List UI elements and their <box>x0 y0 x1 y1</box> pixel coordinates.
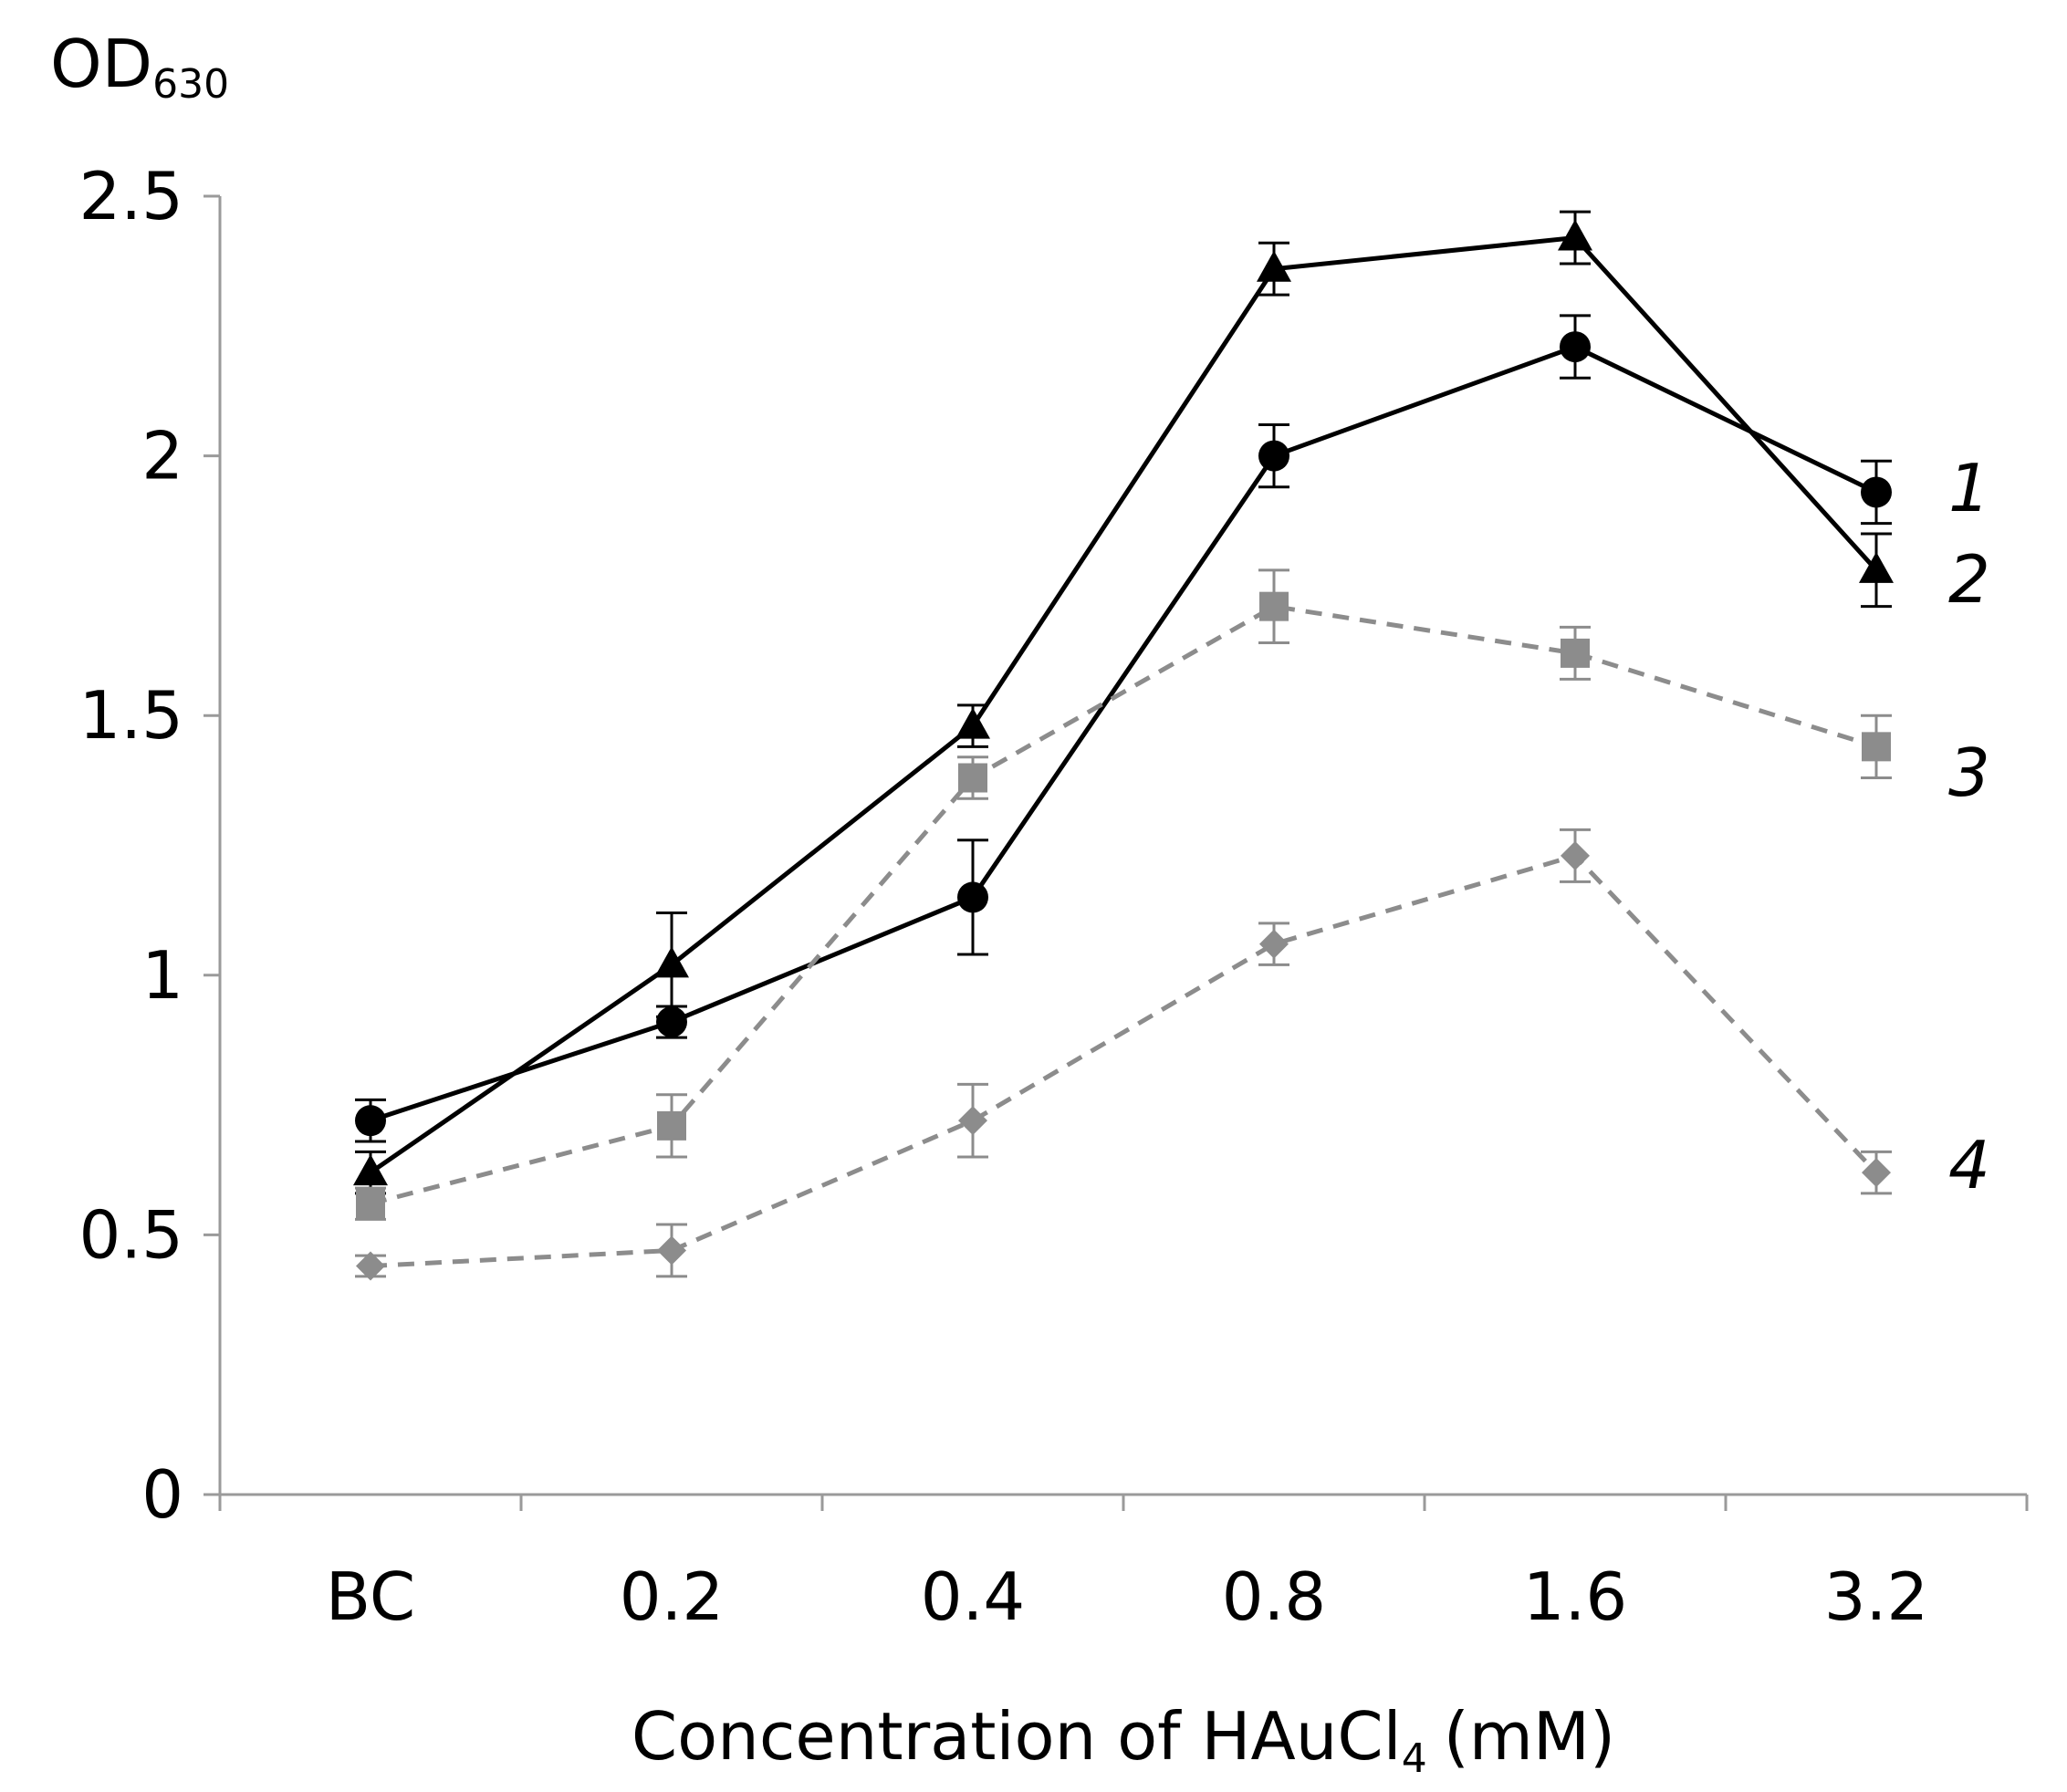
data-point-circle <box>1560 331 1591 363</box>
series-line-2 <box>369 235 1878 1175</box>
data-point-diamond <box>1862 1158 1891 1188</box>
data-point-diamond <box>958 1106 987 1136</box>
data-point-square <box>1259 591 1289 621</box>
axes: 0 0.5 1 1.5 2 2.5 BC 0.2 0.4 0.8 1.6 3.2 <box>78 158 2029 1635</box>
data-point-diamond <box>1259 929 1289 959</box>
x-axis-title-subscript: 4 <box>1402 1735 1427 1782</box>
y-tick-label: 1.5 <box>78 677 183 754</box>
series-label-2: 2 <box>1948 541 1990 618</box>
data-point-diamond <box>657 1235 686 1266</box>
series-line-4 <box>370 853 1878 1269</box>
y-ticks: 0 0.5 1 1.5 2 2.5 <box>78 158 220 1533</box>
series-4 <box>355 828 1892 1281</box>
data-point-circle <box>1258 440 1289 472</box>
x-ticks: BC 0.2 0.4 0.8 1.6 3.2 <box>218 1495 2029 1635</box>
data-point-triangle <box>1257 250 1291 282</box>
data-point-triangle <box>1859 551 1894 583</box>
series-3 <box>355 568 1892 1221</box>
y-tick-label: 2 <box>141 418 183 495</box>
x-tick-label: 3.2 <box>1824 1558 1929 1635</box>
series-labels: 1 2 3 4 <box>1948 450 1990 1203</box>
data-point-square <box>958 763 987 793</box>
series-line-3 <box>370 604 1877 1206</box>
x-tick-label: 0.4 <box>921 1558 1026 1635</box>
data-point-circle <box>355 1105 386 1137</box>
plot-area <box>353 210 1894 1281</box>
data-point-circle <box>957 881 988 913</box>
series-2 <box>353 210 1894 1195</box>
y-tick-label: 0.5 <box>78 1196 183 1273</box>
x-tick-label: 0.8 <box>1222 1558 1327 1635</box>
data-point-square <box>1862 732 1891 762</box>
data-point-diamond <box>356 1251 385 1281</box>
series-1 <box>355 314 1892 1143</box>
data-point-diamond <box>1561 840 1590 870</box>
series-line-1 <box>370 344 1878 1123</box>
y-axis-title-subscript: 630 <box>152 61 229 108</box>
y-tick-label: 2.5 <box>78 158 183 234</box>
x-tick-label: 1.6 <box>1523 1558 1628 1635</box>
series-label-3: 3 <box>1948 735 1990 811</box>
data-point-circle <box>656 1006 687 1038</box>
y-tick-label: 1 <box>141 937 183 1014</box>
x-axis-title-unit: (mM) <box>1444 1698 1615 1775</box>
data-point-square <box>356 1189 385 1219</box>
data-point-square <box>657 1110 686 1141</box>
series-label-4: 4 <box>1948 1127 1990 1203</box>
x-tick-label: 0.2 <box>620 1558 725 1635</box>
data-point-triangle <box>955 707 990 739</box>
data-point-triangle <box>1558 219 1592 251</box>
y-axis-title: OD630 <box>50 26 229 108</box>
data-point-square <box>1561 638 1590 668</box>
data-point-triangle <box>353 1154 388 1186</box>
y-tick-label: 0 <box>141 1456 183 1533</box>
y-axis-title-main: OD <box>50 26 152 102</box>
x-axis-title: Concentration of HAuCl4 (mM) <box>632 1698 1615 1782</box>
series-label-1: 1 <box>1948 450 1990 526</box>
x-axis-title-main: Concentration of HAuCl <box>632 1698 1402 1775</box>
x-tick-label: BC <box>326 1558 415 1635</box>
data-point-circle <box>1861 476 1892 508</box>
data-point-triangle <box>654 946 689 978</box>
